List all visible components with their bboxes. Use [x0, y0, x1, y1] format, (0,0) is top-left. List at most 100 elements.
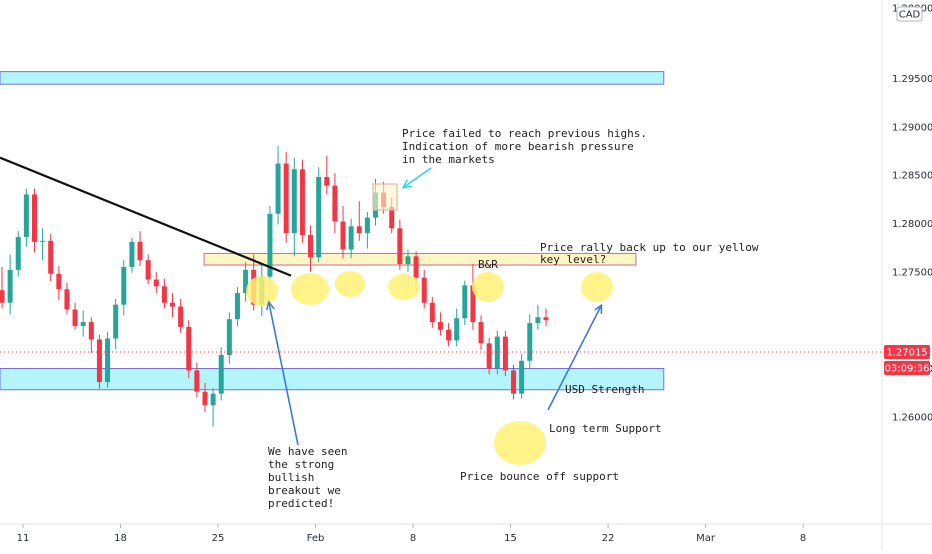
- candle-body: [454, 318, 460, 341]
- candle-body: [243, 269, 249, 294]
- candle-body: [348, 226, 354, 250]
- candle: [56, 265, 62, 300]
- highlight-circle: [335, 271, 365, 297]
- candle-body: [72, 309, 78, 326]
- annotation-failed-highs: Price failed to reach previous highs. In…: [402, 127, 654, 166]
- candle-body: [413, 256, 419, 278]
- candle: [186, 320, 192, 379]
- candle: [478, 315, 484, 351]
- candle-body: [48, 240, 54, 274]
- candle: [429, 296, 435, 328]
- candle: [88, 317, 94, 354]
- candle: [31, 188, 37, 253]
- candle: [299, 159, 305, 243]
- x-tick-label: Mar: [696, 533, 716, 544]
- time-axis: 11 18 25 Feb 8 15 22 Mar 8: [0, 523, 932, 544]
- candle-body: [194, 370, 200, 392]
- rally-arrow: [547, 306, 601, 411]
- zone-long-term-support: [0, 368, 665, 391]
- countdown-badge: [884, 361, 930, 375]
- failed-high-arrow: [404, 167, 432, 187]
- candle: [113, 298, 119, 350]
- candle: [267, 206, 273, 285]
- candle: [470, 264, 476, 330]
- candle: [218, 347, 224, 401]
- candle-body: [283, 163, 289, 234]
- highlight-circles: [246, 271, 613, 465]
- candle-body: [397, 228, 403, 265]
- candle: [210, 387, 216, 427]
- candle: [96, 334, 102, 389]
- candle: [413, 251, 419, 284]
- candle-body: [340, 221, 346, 250]
- last-price-badge: [884, 345, 930, 359]
- candle-body: [218, 354, 224, 394]
- annotation-line: We have seen: [268, 445, 347, 458]
- candle: [543, 308, 549, 326]
- candle: [405, 249, 411, 272]
- candle: [283, 151, 289, 243]
- x-tick-label: 18: [114, 533, 127, 544]
- candle-body: [40, 240, 46, 242]
- candle: [0, 266, 5, 309]
- candle: [486, 337, 492, 375]
- candle: [340, 206, 346, 259]
- y-tick-label: 1.29500: [892, 74, 932, 85]
- candle-body: [389, 207, 395, 229]
- candle-body: [494, 336, 500, 369]
- annotation-line: Price rally back up to our yellow: [540, 241, 759, 254]
- countdown-value: 03:09:36: [885, 364, 930, 375]
- candle: [194, 362, 200, 398]
- candle-body: [153, 279, 159, 287]
- annotation-long-term-support: Long term Support: [549, 422, 662, 435]
- candle-body: [502, 336, 508, 371]
- candle-body: [324, 177, 330, 186]
- candle: [226, 312, 232, 364]
- candle: [527, 314, 533, 369]
- candle-body: [0, 290, 5, 303]
- currency-badge: [896, 6, 923, 22]
- zones-layer: [0, 71, 665, 391]
- candle: [161, 278, 167, 309]
- candles-layer: [0, 146, 549, 427]
- candle-body: [429, 302, 435, 323]
- x-tick-label: 11: [17, 533, 30, 544]
- candle-body: [210, 393, 216, 406]
- candle: [105, 331, 111, 388]
- annotation-line: predicted!: [268, 497, 334, 510]
- candle: [332, 173, 338, 234]
- annotation-line: Price failed to reach previous highs.: [402, 127, 647, 140]
- annotation-line: key level?: [540, 253, 606, 266]
- candle-body: [31, 194, 37, 242]
- candle-body: [226, 319, 232, 355]
- candle-body: [478, 322, 484, 344]
- candle: [15, 231, 21, 277]
- failed-high-box: [372, 183, 398, 211]
- highlight-circle: [246, 276, 278, 306]
- candle-body: [170, 302, 176, 307]
- candle: [72, 302, 78, 330]
- candle: [129, 237, 135, 273]
- candle-body: [470, 285, 476, 323]
- candle-body: [332, 185, 338, 222]
- candle: [437, 312, 443, 336]
- x-tick-label: 22: [602, 533, 615, 544]
- y-tick-label: 1.29000: [892, 122, 932, 133]
- candle-body: [145, 260, 151, 280]
- candle-body: [275, 163, 281, 214]
- candle-body: [364, 217, 370, 234]
- annotation-breakout: We have seen the strong bullish breakout…: [268, 445, 354, 510]
- candle: [234, 287, 240, 326]
- annotation-usd-strength: USD Strength: [565, 383, 644, 396]
- candle: [308, 225, 314, 272]
- highlight-circle: [581, 272, 613, 302]
- candle-body: [519, 360, 525, 394]
- candle-body: [23, 194, 29, 237]
- candle: [80, 310, 86, 337]
- candle: [511, 364, 517, 400]
- highlight-circle: [472, 272, 504, 302]
- candle: [243, 262, 249, 302]
- y-tick-label: 1.28000: [892, 219, 932, 230]
- x-tick-label: 8: [410, 533, 416, 544]
